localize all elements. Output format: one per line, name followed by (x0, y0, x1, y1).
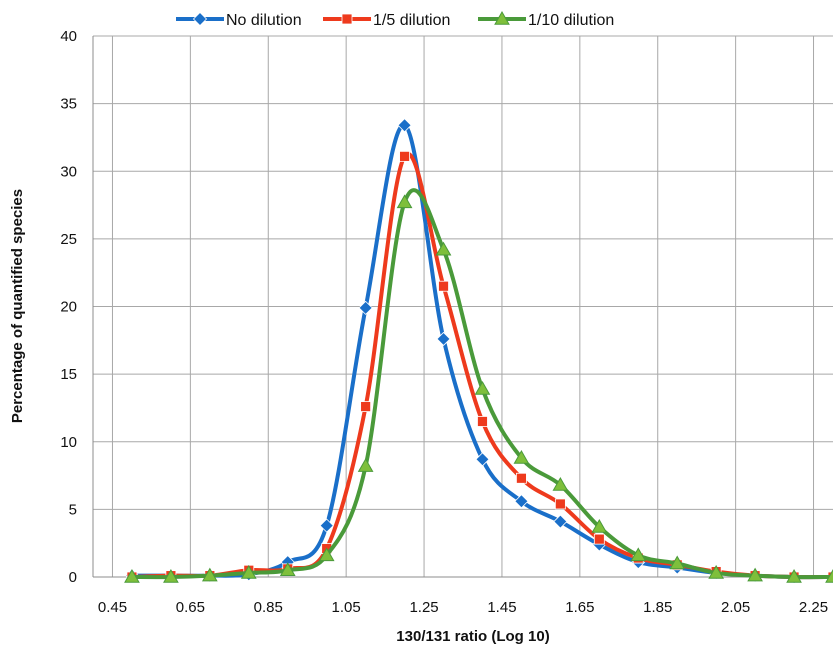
data-point (436, 331, 451, 347)
data-point (669, 555, 686, 570)
y-tick-label: 35 (60, 96, 77, 113)
data-point (438, 280, 449, 292)
y-tick-label: 15 (60, 366, 77, 383)
x-axis-title: 130/131 ratio (Log 10) (396, 628, 549, 645)
data-point (554, 498, 566, 510)
data-point (435, 241, 452, 256)
y-axis-title: Percentage of quantified species (9, 189, 26, 423)
data-point (319, 518, 334, 533)
data-point (786, 568, 802, 583)
x-tick-label: 1.85 (643, 599, 672, 616)
legend-marker (192, 11, 208, 27)
y-tick-label: 25 (60, 231, 77, 248)
data-point (396, 194, 413, 209)
x-tick-label: 0.65 (176, 599, 205, 616)
y-tick-label: 20 (60, 299, 77, 316)
legend-marker (494, 10, 510, 25)
data-point (593, 533, 605, 545)
legend-item-1-10-dilution: 1/10 dilution (478, 10, 614, 29)
legend: No dilution 1/5 dilution 1/10 dilution (176, 10, 614, 29)
x-tick-label: 1.65 (565, 599, 594, 616)
y-tick-label: 30 (60, 163, 77, 180)
legend-label: 1/10 dilution (528, 12, 614, 29)
data-point (591, 518, 608, 533)
axes: 0 5 10 15 20 25 30 35 40 0.45 0.65 0.85 1.05 1.25 1.45… (60, 28, 833, 616)
series-group (124, 118, 833, 585)
data-point (747, 567, 763, 582)
legend-label: 1/5 dilution (373, 12, 450, 29)
y-tick-label: 0 (69, 569, 77, 586)
data-point (399, 150, 410, 162)
series-line (129, 188, 833, 580)
data-point (708, 564, 725, 579)
data-point (552, 477, 569, 491)
data-point (279, 562, 296, 576)
series-1-10-dilution (124, 188, 833, 583)
x-tick-label: 1.25 (409, 599, 438, 616)
data-point (513, 449, 530, 464)
x-tick-label: 1.45 (487, 599, 516, 616)
data-point (124, 568, 140, 583)
x-tick-label: 2.05 (721, 599, 750, 616)
y-tick-label: 40 (60, 28, 77, 45)
legend-item-1-5-dilution: 1/5 dilution (323, 12, 450, 29)
data-point (630, 547, 647, 562)
data-point (516, 472, 527, 484)
data-point (475, 452, 490, 467)
data-point (357, 458, 374, 472)
y-tick-label: 5 (69, 501, 77, 518)
legend-label: No dilution (226, 12, 302, 29)
data-point (825, 568, 833, 583)
data-point (240, 564, 257, 579)
x-tick-label: 1.05 (332, 599, 361, 616)
data-point (360, 401, 372, 412)
data-point (553, 514, 568, 529)
data-point (474, 380, 491, 395)
data-point (163, 568, 179, 583)
legend-marker (341, 13, 353, 25)
data-point (358, 300, 373, 315)
data-point (201, 567, 218, 582)
data-point (514, 494, 529, 509)
x-tick-label: 0.45 (98, 599, 127, 616)
data-point (318, 547, 335, 562)
y-tick-label: 10 (60, 434, 77, 451)
data-point (397, 118, 412, 133)
x-tick-label: 0.85 (254, 599, 283, 616)
x-tick-label: 2.25 (799, 599, 828, 616)
data-point (477, 416, 488, 427)
legend-item-no-dilution: No dilution (176, 11, 302, 29)
grid (93, 35, 833, 578)
